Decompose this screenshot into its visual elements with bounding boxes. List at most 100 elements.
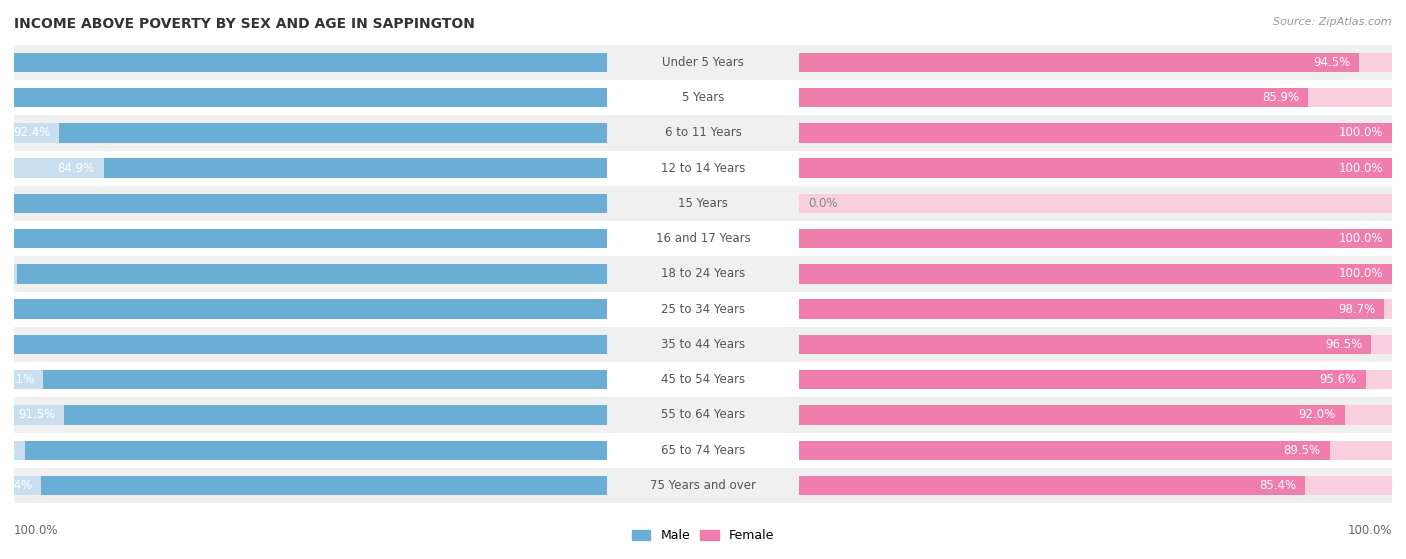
Bar [14,158,606,178]
Text: 100.0%: 100.0% [1339,162,1384,174]
Bar [14,397,606,433]
Text: 55 to 64 Years: 55 to 64 Years [661,409,745,421]
Bar [800,327,1392,362]
Bar [14,335,606,354]
Bar [800,256,1392,292]
Bar [800,53,1360,72]
Bar [14,229,606,248]
Text: 100.0%: 100.0% [1339,232,1384,245]
Text: 92.4%: 92.4% [13,126,51,139]
Bar [14,80,606,115]
Bar [14,88,606,107]
Bar [800,370,1392,390]
Bar [800,123,1392,143]
Text: 84.9%: 84.9% [58,162,94,174]
Bar [800,300,1385,319]
Bar [800,115,1392,150]
Bar [44,370,606,390]
Text: 65 to 74 Years: 65 to 74 Years [661,444,745,457]
Bar [800,158,1392,178]
Bar [606,397,800,433]
Bar [14,150,606,186]
Bar [800,221,1392,256]
Text: Source: ZipAtlas.com: Source: ZipAtlas.com [1274,17,1392,27]
Text: 91.5%: 91.5% [18,409,55,421]
Text: 95.4%: 95.4% [0,479,32,492]
Bar [606,115,800,150]
Text: 75 Years and over: 75 Years and over [650,479,756,492]
Bar [800,335,1392,354]
Bar [800,53,1392,72]
Bar [800,123,1392,143]
Bar [606,292,800,327]
Bar [800,362,1392,397]
Bar [800,88,1309,107]
Bar [14,88,606,107]
Bar [25,440,606,460]
Bar [800,80,1392,115]
Bar [800,370,1365,390]
Bar [14,123,606,143]
Bar [14,405,606,425]
Bar [14,476,606,495]
Text: 95.6%: 95.6% [1320,373,1357,386]
Bar [800,300,1392,319]
Text: 92.0%: 92.0% [1298,409,1336,421]
Bar [800,292,1392,327]
Bar [41,476,606,495]
Text: INCOME ABOVE POVERTY BY SEX AND AGE IN SAPPINGTON: INCOME ABOVE POVERTY BY SEX AND AGE IN S… [14,17,475,31]
Bar [14,221,606,256]
Bar [606,186,800,221]
Bar [800,440,1392,460]
Bar [606,80,800,115]
Text: 94.5%: 94.5% [1313,56,1351,69]
Bar [14,194,606,213]
Bar [800,476,1392,495]
Bar [800,433,1392,468]
Legend: Male, Female: Male, Female [627,524,779,547]
Text: 100.0%: 100.0% [0,91,6,104]
Text: 98.2%: 98.2% [0,444,15,457]
Bar [14,370,606,390]
Text: 89.5%: 89.5% [1284,444,1320,457]
Bar [14,292,606,327]
Text: 35 to 44 Years: 35 to 44 Years [661,338,745,351]
Text: 95.1%: 95.1% [0,373,34,386]
Bar [800,158,1392,178]
Bar [800,264,1392,283]
Bar [800,405,1392,425]
Text: 45 to 54 Years: 45 to 54 Years [661,373,745,386]
Bar [606,327,800,362]
Bar [14,229,606,248]
Bar [606,362,800,397]
Bar [14,433,606,468]
Bar [800,45,1392,80]
Text: 100.0%: 100.0% [1339,126,1384,139]
Bar [800,468,1392,503]
Bar [800,440,1330,460]
Bar [800,397,1392,433]
Bar [14,468,606,503]
Bar [800,150,1392,186]
Text: 100.0%: 100.0% [0,232,6,245]
Bar [14,53,606,72]
Text: 100.0%: 100.0% [0,56,6,69]
Bar [14,45,606,80]
Bar [606,221,800,256]
Text: Under 5 Years: Under 5 Years [662,56,744,69]
Bar [800,194,1392,213]
Bar [14,194,606,213]
Text: 100.0%: 100.0% [0,197,6,210]
Bar [606,45,800,80]
Text: 6 to 11 Years: 6 to 11 Years [665,126,741,139]
Bar [800,264,1392,283]
Bar [14,327,606,362]
Bar [800,229,1392,248]
Bar [800,476,1305,495]
Text: 85.9%: 85.9% [1263,91,1299,104]
Bar [14,300,606,319]
Bar [14,335,606,354]
Bar [800,335,1371,354]
Bar [606,433,800,468]
Bar [800,186,1392,221]
